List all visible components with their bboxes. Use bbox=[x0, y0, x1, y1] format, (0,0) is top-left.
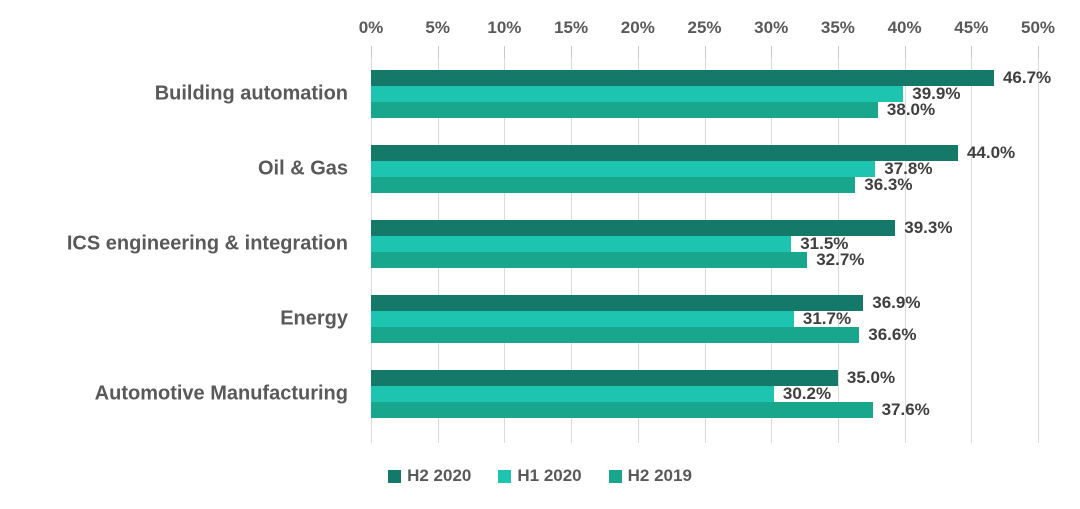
bar-h2-2020 bbox=[371, 295, 864, 311]
legend-swatch-icon bbox=[388, 469, 402, 483]
x-axis-tick-mark bbox=[571, 46, 573, 58]
x-axis-tick-label: 20% bbox=[620, 18, 655, 37]
bar-h2-2019 bbox=[371, 102, 878, 118]
bar-value-label: 36.3% bbox=[864, 175, 913, 194]
bar-value-label: 35.0% bbox=[846, 368, 896, 387]
legend-label: H1 2020 bbox=[517, 466, 582, 485]
category-label: Energy bbox=[280, 307, 348, 330]
bar-value-label: 46.7% bbox=[1002, 68, 1052, 87]
bar-h2-2020 bbox=[371, 370, 838, 386]
x-axis-tick-label: 0% bbox=[358, 18, 384, 37]
bar-value-label: 37.8% bbox=[884, 159, 933, 178]
x-axis-tick-mark bbox=[504, 46, 506, 58]
bar-h1-2020 bbox=[371, 236, 792, 252]
bar-h1-2020 bbox=[371, 86, 904, 102]
legend-item-h2-2019: H2 2019 bbox=[608, 466, 692, 486]
x-axis-tick-mark bbox=[971, 46, 973, 58]
x-axis-tick-mark bbox=[1038, 46, 1039, 58]
bar-h2-2019 bbox=[371, 327, 860, 343]
bar-value-label: 44.0% bbox=[966, 143, 1016, 162]
legend-item-h1-2020: H1 2020 bbox=[498, 466, 582, 486]
bar-value-label: 30.2% bbox=[782, 384, 832, 403]
legend-swatch-icon bbox=[608, 469, 622, 483]
chart-legend: H2 2020 H1 2020 H2 2019 bbox=[0, 466, 1080, 486]
vertical-gridline bbox=[1038, 58, 1039, 443]
legend-item-h2-2020: H2 2020 bbox=[388, 466, 471, 486]
x-axis-tick-mark bbox=[904, 46, 906, 58]
bar-value-label: 38.0% bbox=[886, 100, 936, 119]
x-axis-tick-label: 50% bbox=[1020, 18, 1056, 37]
x-axis-tick-label: 45% bbox=[954, 18, 989, 37]
bar-value-label: 37.6% bbox=[881, 400, 930, 419]
bar-h2-2020 bbox=[371, 220, 896, 236]
x-axis-tick-label: 35% bbox=[820, 18, 855, 37]
bar-value-label: 31.7% bbox=[802, 309, 852, 328]
bar-h1-2020 bbox=[371, 386, 774, 402]
x-axis-tick-label: 15% bbox=[554, 18, 589, 37]
bar-value-label: 36.6% bbox=[868, 325, 917, 344]
bar-value-label: 39.9% bbox=[912, 84, 961, 103]
vertical-gridline bbox=[904, 58, 906, 443]
legend-label: H2 2019 bbox=[627, 466, 692, 485]
bar-h2-2020 bbox=[371, 145, 958, 161]
bar-h2-2020 bbox=[371, 70, 994, 86]
category-label: Building automation bbox=[154, 82, 348, 105]
x-axis-tick-mark bbox=[837, 46, 839, 58]
bar-value-label: 39.3% bbox=[904, 218, 953, 237]
legend-swatch-icon bbox=[498, 469, 512, 483]
x-axis-tick-mark bbox=[437, 46, 439, 58]
bar-h2-2019 bbox=[371, 402, 873, 418]
x-axis-tick-label: 25% bbox=[687, 18, 722, 37]
bar-value-label: 31.5% bbox=[800, 234, 849, 253]
x-axis-tick-mark bbox=[704, 46, 706, 58]
x-axis-tick-label: 30% bbox=[754, 18, 789, 37]
bar-value-label: 32.7% bbox=[816, 250, 865, 269]
bar-value-label: 36.9% bbox=[872, 293, 921, 312]
category-label: Oil & Gas bbox=[257, 157, 348, 180]
category-label: ICS engineering & integration bbox=[66, 232, 348, 255]
x-axis-tick-mark bbox=[771, 46, 773, 58]
bar-h1-2020 bbox=[371, 161, 876, 177]
legend-label: H2 2020 bbox=[407, 466, 472, 485]
x-axis-tick-label: 40% bbox=[887, 18, 922, 37]
vertical-gridline bbox=[971, 58, 973, 443]
x-axis-tick-label: 5% bbox=[425, 18, 450, 37]
bar-h2-2019 bbox=[371, 252, 808, 268]
bar-h1-2020 bbox=[371, 311, 794, 327]
category-label: Automotive Manufacturing bbox=[94, 382, 348, 405]
x-axis-tick-label: 10% bbox=[487, 18, 522, 37]
bar-h2-2019 bbox=[371, 177, 856, 193]
x-axis-tick-mark bbox=[637, 46, 639, 58]
vertical-gridline bbox=[837, 58, 839, 443]
x-axis-tick-mark bbox=[371, 46, 372, 58]
